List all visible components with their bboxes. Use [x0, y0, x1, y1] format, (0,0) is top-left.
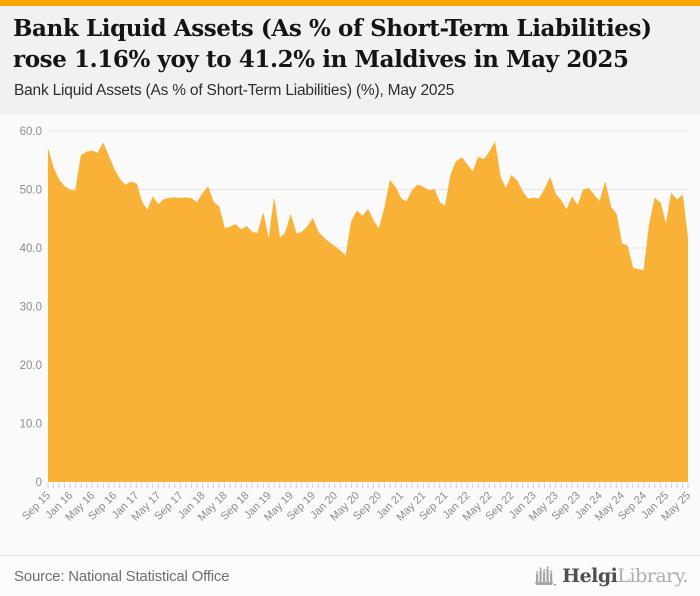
y-tick-label: 60.0 [20, 126, 42, 138]
page-title: Bank Liquid Assets (As % of Short-Term L… [13, 13, 700, 75]
y-tick-label: 20.0 [20, 360, 42, 372]
page-title-line1: Bank Liquid Assets (As % of Short-Term L… [13, 15, 652, 42]
area-series [48, 142, 688, 482]
logo-wordmark: HelgiLibrary. [562, 565, 688, 587]
page-title-line2: rose 1.16% yoy to 41.2% in Maldives in M… [13, 46, 629, 73]
helgi-logo: HelgiLibrary. [533, 565, 688, 587]
chart-footer: Source: National Statistical Office [0, 555, 700, 596]
logo-text-helgi: Helgi [562, 565, 618, 587]
y-tick-label: 0 [36, 477, 42, 489]
source-text: Source: National Statistical Office [14, 567, 230, 585]
y-tick-label: 40.0 [20, 243, 42, 255]
page-subtitle: Bank Liquid Assets (As % of Short-Term L… [14, 82, 455, 99]
chart-header: Bank Liquid Assets (As % of Short-Term L… [0, 6, 700, 115]
chart-area: 0 10.0 20.0 30.0 40.0 50.0 60.0 Sep 15 Jan 16 May… [0, 115, 700, 555]
logo-text-library: Library. [617, 565, 688, 587]
accent-topbar [0, 0, 700, 6]
bar-chart-logo-icon [534, 566, 557, 586]
y-tick-label: 30.0 [20, 302, 42, 314]
y-tick-label: 50.0 [20, 185, 42, 197]
y-tick-label: 10.0 [20, 419, 42, 431]
